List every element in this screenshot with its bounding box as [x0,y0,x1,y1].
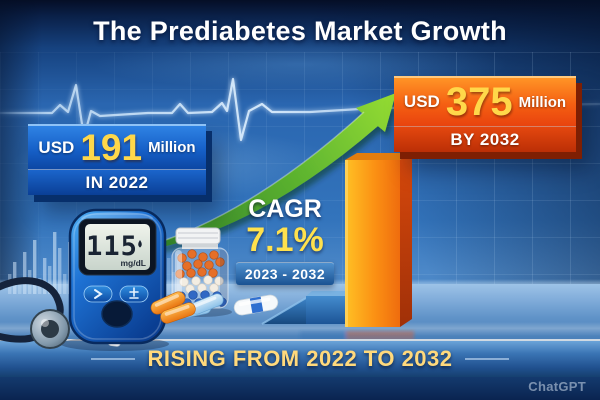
page-title: The Prediabetes Market Growth [93,16,507,46]
blood-drop-icon [138,240,142,248]
stat-box-2022: USD 191 Million IN 2022 [28,124,206,195]
cagr-label: CAGR [248,195,322,223]
stat-2022-value: 191 [80,127,143,168]
glucose-meter-icon: 115 mg/dL [68,208,167,347]
stat-2032-currency: USD [403,92,440,111]
strip-port-icon [101,300,133,328]
pill-bottle-icon [171,227,229,309]
bottom-dark-strip [0,377,600,400]
meter-left-button-icon [83,285,113,303]
stat-2022-caption: IN 2022 [28,169,206,195]
cagr-block: CAGR 7.1% 2023 - 2032 [222,195,348,286]
meter-unit: mg/dL [121,258,147,268]
stat-2022-unit: Million [148,139,196,156]
bar-2022-step [261,291,351,325]
stat-2022-value-row: USD 191 Million [28,124,206,169]
banner-left-line [91,358,136,360]
meter-reading: 115 [86,231,138,262]
cagr-period: 2023 - 2032 [235,262,335,286]
banner-right-line [464,358,509,360]
medical-props: 115 mg/dL [0,208,279,351]
stat-2032-caption: BY 2032 [394,126,576,152]
stat-2032-value-row: USD 375 Million [394,76,576,126]
banner-text: RISING FROM 2022 TO 2032 [147,346,453,371]
stethoscope-icon [0,277,70,349]
stat-2022-currency: USD [38,137,75,157]
stat-box-2032: USD 375 Million BY 2032 [394,76,576,152]
cagr-value: 7.1% [246,221,324,259]
stat-2032-value: 375 [445,80,513,124]
stat-2032-unit: Million [518,93,567,111]
capsules-icon [150,291,279,324]
bar-2032-column [345,153,412,327]
bottom-banner: RISING FROM 2022 TO 2032 [0,339,600,377]
watermark-label: ChatGPT [528,379,586,394]
